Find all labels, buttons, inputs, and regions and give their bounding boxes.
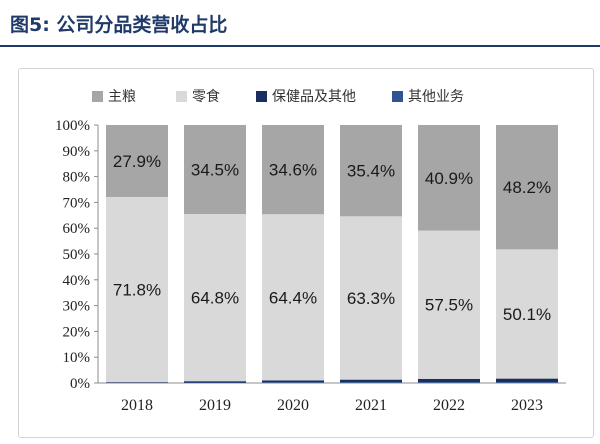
- data-label: 40.9%: [425, 169, 473, 188]
- data-label: 63.3%: [347, 289, 395, 308]
- data-label: 50.1%: [503, 305, 551, 324]
- y-tick-label: 80%: [63, 170, 91, 186]
- y-tick-label: 60%: [63, 221, 91, 237]
- bar-segment: [340, 382, 402, 383]
- data-label: 57.5%: [425, 296, 473, 315]
- y-tick-label: 100%: [55, 118, 90, 134]
- y-tick-label: 50%: [63, 247, 91, 263]
- bar-segment: [496, 378, 558, 383]
- legend-swatch: [392, 90, 403, 102]
- legend-swatch: [256, 90, 267, 102]
- y-tick-label: 10%: [63, 350, 91, 366]
- bar-segment: [418, 378, 480, 383]
- data-label: 34.6%: [269, 161, 317, 180]
- legend-item: 其他业务: [392, 86, 464, 106]
- bar-segment: [262, 125, 324, 215]
- y-tick-label: 0%: [70, 376, 90, 392]
- bar-segment: [496, 125, 558, 250]
- bar-segment: [184, 214, 246, 382]
- chart-legend: 主粮 零食 保健品及其他 其他业务: [92, 86, 464, 106]
- data-label: 48.2%: [503, 178, 551, 197]
- bar-segment: [106, 382, 168, 383]
- y-tick-label: 40%: [63, 273, 91, 289]
- legend-label: 主粮: [108, 89, 136, 105]
- data-label: 64.4%: [269, 288, 317, 307]
- x-tick-label: 2022: [433, 397, 465, 414]
- legend-label: 保健品及其他: [272, 89, 356, 105]
- page-title: 图5: 公司分品类营收占比: [10, 14, 228, 36]
- bar-segment: [340, 216, 402, 380]
- y-tick-label: 90%: [63, 144, 91, 160]
- legend-item: 保健品及其他: [256, 86, 356, 106]
- bar-segment: [106, 196, 168, 383]
- bar-segment: [496, 382, 558, 383]
- legend-swatch: [176, 90, 187, 102]
- x-tick-label: 2018: [121, 397, 153, 414]
- x-tick-label: 2023: [511, 397, 543, 414]
- bar-segment: [184, 381, 246, 383]
- y-tick-label: 30%: [63, 299, 91, 315]
- bar-segment: [496, 249, 558, 379]
- legend-swatch: [92, 90, 103, 102]
- bar-segment: [340, 125, 402, 217]
- data-label: 64.8%: [191, 289, 239, 308]
- y-tick-label: 70%: [63, 195, 91, 211]
- legend-label: 零食: [192, 89, 220, 105]
- bar-segment: [262, 382, 324, 383]
- bar-segment: [418, 125, 480, 231]
- legend-item: 主粮: [92, 86, 136, 106]
- x-tick-label: 2019: [199, 397, 231, 414]
- legend-label: 其他业务: [408, 89, 464, 105]
- bar-segment: [340, 379, 402, 383]
- bar-segment: [262, 380, 324, 383]
- bar-segment: [184, 125, 246, 215]
- data-label: 71.8%: [113, 281, 161, 300]
- x-tick-label: 2020: [277, 397, 309, 414]
- bar-segment: [418, 230, 480, 379]
- x-tick-label: 2021: [355, 397, 387, 414]
- data-label: 27.9%: [113, 152, 161, 171]
- y-tick-label: 20%: [63, 324, 91, 340]
- bar-segment: [262, 214, 324, 381]
- data-label: 35.4%: [347, 162, 395, 181]
- title-divider: [0, 45, 600, 47]
- bar-segment: [106, 125, 168, 197]
- legend-item: 零食: [176, 86, 220, 106]
- bar-segment: [184, 382, 246, 383]
- bar-segment: [418, 382, 480, 383]
- data-label: 34.5%: [191, 161, 239, 180]
